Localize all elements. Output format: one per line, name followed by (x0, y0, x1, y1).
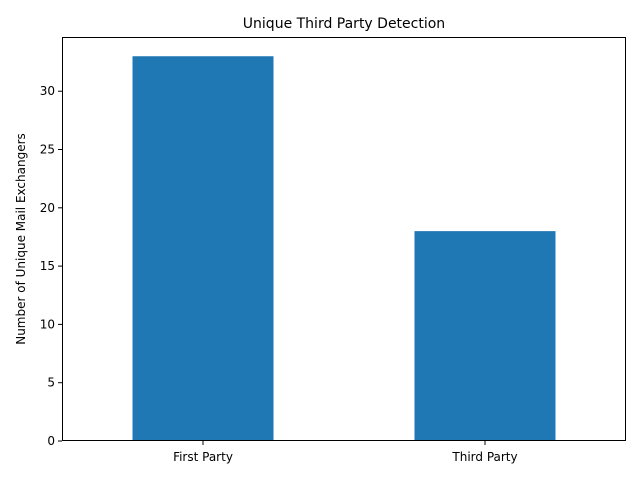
bar-third-party (414, 231, 556, 441)
y-tick-label: 10 (40, 317, 55, 331)
y-tick-label: 15 (40, 259, 55, 273)
x-tick-label: Third Party (451, 450, 517, 464)
y-tick-label: 20 (40, 201, 55, 215)
plot-area-frame (62, 37, 626, 441)
bar-first-party (132, 56, 274, 441)
bars-layer (132, 56, 556, 441)
y-axis-ticks: 0 5 10 15 20 25 30 (40, 84, 62, 448)
x-axis-ticks: First Party Third Party (173, 441, 518, 464)
y-tick-label: 30 (40, 84, 55, 98)
x-tick-label: First Party (173, 450, 233, 464)
chart-title: Unique Third Party Detection (243, 16, 445, 32)
y-tick-label: 25 (40, 143, 55, 157)
y-tick-label: 5 (47, 376, 55, 390)
y-tick-label: 0 (47, 434, 55, 448)
y-axis-title: Number of Unique Mail Exchangers (14, 133, 28, 345)
